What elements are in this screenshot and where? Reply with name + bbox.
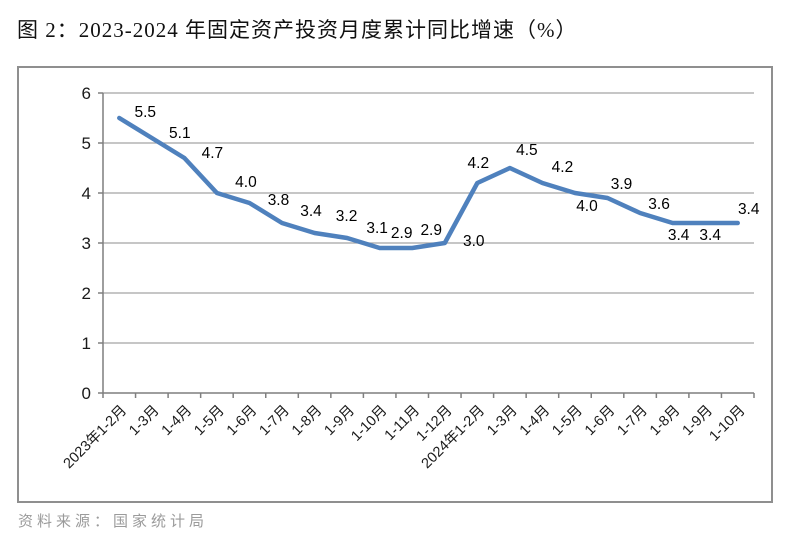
source-note: 资料来源：国家统计局: [18, 514, 209, 530]
svg-text:3.4: 3.4: [300, 203, 322, 220]
svg-text:1-7月: 1-7月: [615, 403, 651, 439]
svg-text:1-6月: 1-6月: [224, 403, 260, 439]
svg-text:4.5: 4.5: [516, 142, 538, 159]
svg-text:1-3月: 1-3月: [126, 403, 162, 439]
svg-text:1-10月: 1-10月: [706, 403, 748, 445]
gridlines: [103, 92, 754, 344]
figure-title: 图 2：2023-2024 年固定资产投资月度累计同比增速（%）: [17, 18, 578, 42]
svg-text:6: 6: [82, 84, 91, 103]
svg-text:5.1: 5.1: [169, 125, 191, 142]
svg-text:3.1: 3.1: [366, 220, 388, 237]
svg-text:1: 1: [82, 334, 91, 353]
svg-text:4.0: 4.0: [576, 198, 598, 215]
svg-text:3.6: 3.6: [648, 196, 670, 213]
svg-text:5.5: 5.5: [134, 104, 156, 121]
svg-text:3.8: 3.8: [268, 192, 290, 209]
data-labels: 5.55.14.74.03.83.4 3.23.1 2.9 2.93.04.24.54…: [134, 104, 759, 250]
series-line: [117, 115, 740, 251]
svg-text:4: 4: [82, 184, 91, 203]
svg-text:5: 5: [82, 134, 91, 153]
svg-text:2.9: 2.9: [420, 222, 442, 239]
svg-text:4.7: 4.7: [202, 145, 224, 162]
svg-text:3.4: 3.4: [668, 227, 690, 244]
line-chart: 0 1 2 3 4 5 6 2023年1-2月 1-3月 1-4月 1-5月 1-6月 1-7月 1-8月…: [19, 68, 771, 501]
svg-text:1-8月: 1-8月: [289, 403, 325, 439]
svg-text:1-6月: 1-6月: [582, 403, 618, 439]
svg-text:2.9: 2.9: [391, 225, 413, 242]
svg-text:1-4月: 1-4月: [159, 403, 195, 439]
svg-text:3.0: 3.0: [463, 233, 485, 250]
chart-frame: 0 1 2 3 4 5 6 2023年1-2月 1-3月 1-4月 1-5月 1-6月 1-7月 1-8月…: [17, 66, 773, 503]
line-chart-svg: 01234562023年1-2月1-3月1-4月1-5月1-6月1-7月1-8月…: [60, 84, 760, 472]
axes: [98, 92, 755, 398]
svg-text:1-4月: 1-4月: [517, 403, 553, 439]
svg-text:1-10月: 1-10月: [348, 403, 390, 445]
svg-text:2023年1-2月: 2023年1-2月: [60, 402, 130, 472]
svg-text:0: 0: [82, 384, 91, 403]
x-tick-labels: 2023年1-2月1-3月1-4月1-5月1-6月1-7月1-8月1-9月1-1…: [60, 402, 749, 472]
svg-text:1-8月: 1-8月: [647, 403, 683, 439]
svg-text:1-5月: 1-5月: [549, 403, 585, 439]
svg-text:2: 2: [82, 284, 91, 303]
svg-text:1-3月: 1-3月: [484, 403, 520, 439]
svg-text:1-7月: 1-7月: [256, 403, 292, 439]
y-tick-labels: 0 1 2 3 4 5 6: [82, 84, 91, 403]
svg-text:3.9: 3.9: [611, 176, 633, 193]
svg-text:3.4: 3.4: [738, 201, 760, 218]
svg-text:3: 3: [82, 234, 91, 253]
svg-text:4.2: 4.2: [552, 159, 574, 176]
svg-text:1-5月: 1-5月: [191, 403, 227, 439]
svg-text:4.2: 4.2: [468, 155, 490, 172]
svg-text:3.4: 3.4: [699, 227, 721, 244]
svg-text:4.0: 4.0: [235, 174, 257, 191]
svg-text:3.2: 3.2: [336, 208, 358, 225]
